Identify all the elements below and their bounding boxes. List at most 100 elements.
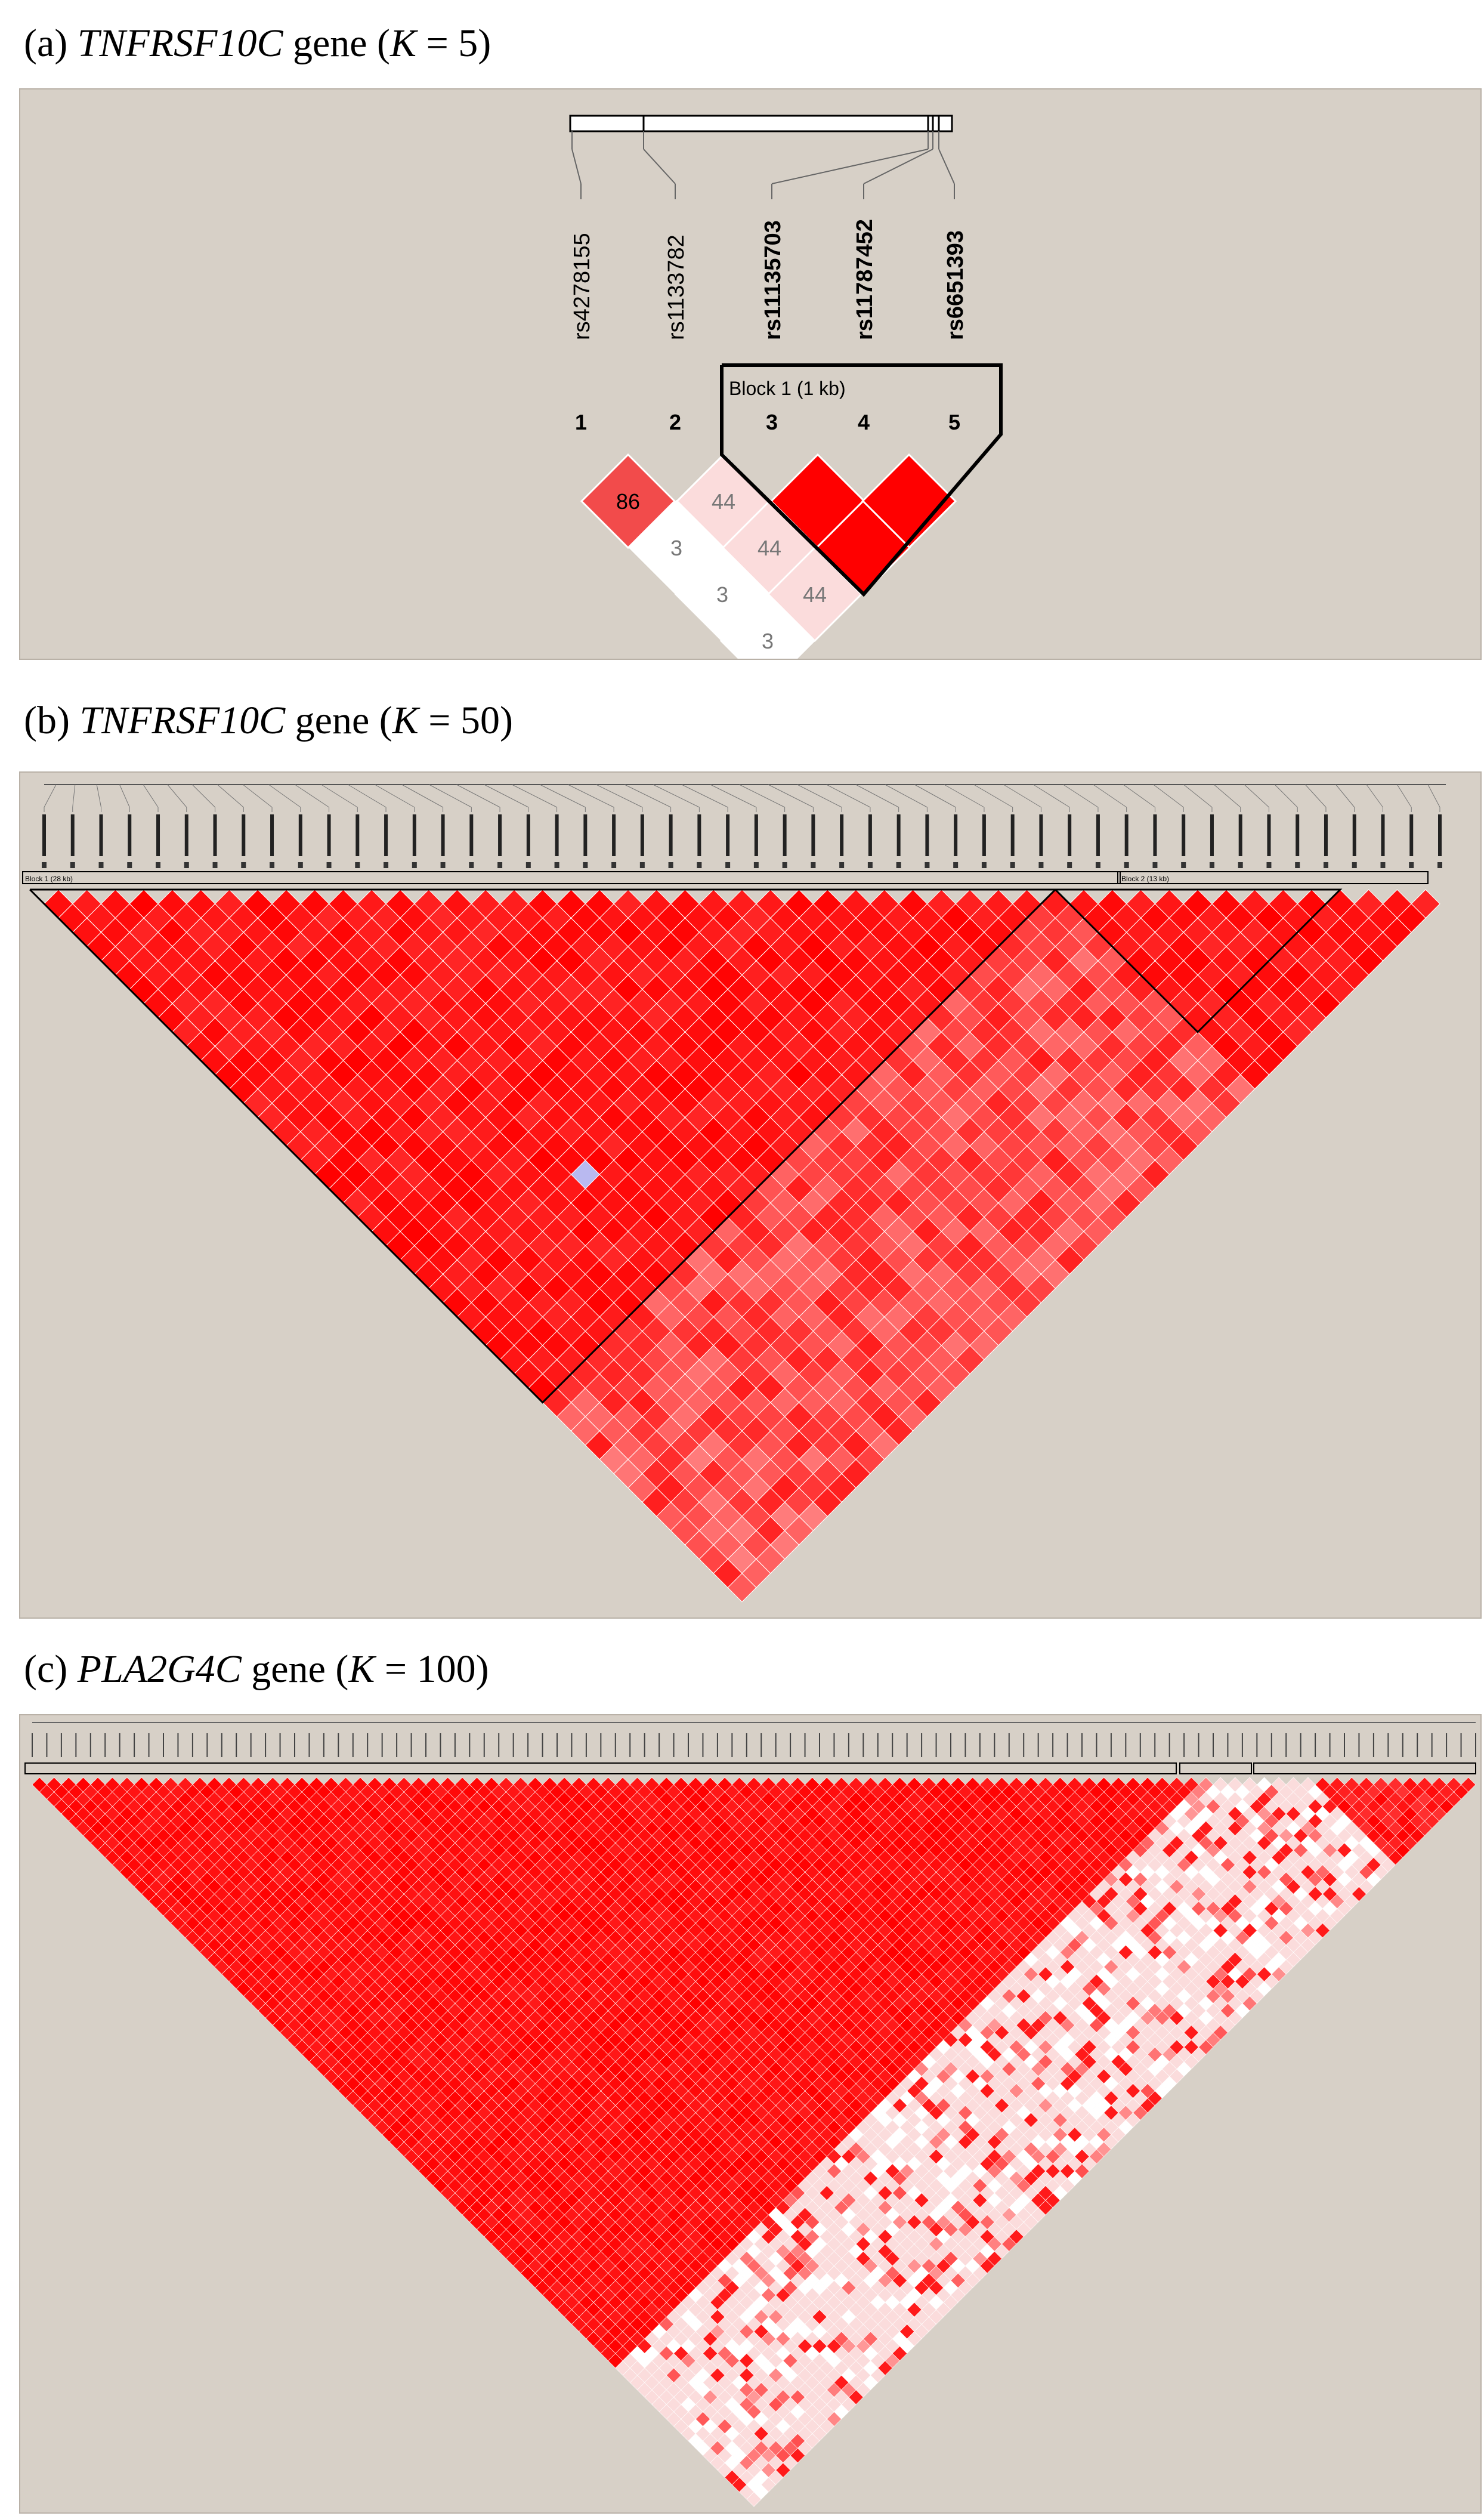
snp-index-mark bbox=[981, 862, 987, 868]
connector-line bbox=[681, 784, 728, 808]
snp-label-mark bbox=[896, 814, 901, 856]
snp-label-mark bbox=[1438, 814, 1442, 856]
snp-index-mark bbox=[839, 862, 845, 868]
connector-line bbox=[1033, 784, 1070, 808]
panel-a-caption: (a) TNFRSF10C gene (K = 5) bbox=[24, 24, 491, 63]
snp-label-mark bbox=[1182, 814, 1186, 856]
snp-index-mark bbox=[611, 862, 617, 868]
connector-line bbox=[217, 784, 244, 808]
snp-label-mark bbox=[1010, 814, 1015, 856]
connector-line bbox=[72, 784, 76, 808]
connector-line bbox=[191, 784, 215, 808]
snp-index-mark bbox=[355, 862, 360, 868]
snp-label-mark bbox=[327, 814, 331, 856]
connector-line bbox=[1003, 784, 1041, 808]
gene-name: TNFRSF10C bbox=[79, 699, 286, 742]
snp-index-mark bbox=[725, 862, 731, 868]
snp-label-mark bbox=[954, 814, 958, 856]
snp-index-mark bbox=[1124, 862, 1129, 868]
caption-suffix: = 5) bbox=[416, 21, 491, 65]
connector-line bbox=[1274, 784, 1298, 808]
snp-label-mark bbox=[242, 814, 246, 856]
connector-line bbox=[321, 784, 358, 808]
snp-label-mark bbox=[270, 814, 274, 856]
snp-index-mark bbox=[1295, 862, 1300, 868]
connector-line bbox=[96, 784, 102, 808]
snp-index-mark bbox=[212, 862, 218, 868]
snp-index-mark bbox=[1010, 862, 1015, 868]
connector-line bbox=[242, 784, 273, 808]
connector-line bbox=[1213, 784, 1241, 808]
snp-index-mark bbox=[811, 862, 816, 868]
snp-label-mark bbox=[925, 814, 929, 856]
snp-label-mark bbox=[441, 814, 445, 856]
snp-index-mark bbox=[668, 862, 673, 868]
block-header-3 bbox=[1253, 1762, 1476, 1774]
snp-label-mark bbox=[1324, 814, 1328, 856]
connector-line bbox=[863, 149, 933, 184]
ld-cell bbox=[580, 453, 676, 550]
connector-line bbox=[797, 784, 842, 808]
snp-index-mark bbox=[1380, 862, 1386, 868]
connector-line bbox=[885, 784, 928, 808]
snp-index-mark bbox=[753, 862, 759, 868]
snp-label-mark bbox=[1153, 814, 1157, 856]
connector-line bbox=[768, 784, 814, 808]
snp-index: 1 bbox=[575, 410, 587, 434]
connector-line bbox=[571, 149, 582, 184]
snp-label-mark bbox=[840, 814, 844, 856]
snp-label: rs6651393 bbox=[943, 230, 968, 340]
connector-line bbox=[1063, 784, 1099, 808]
snp-label-mark bbox=[640, 814, 644, 856]
ld-value: 3 bbox=[716, 582, 728, 607]
connector-line bbox=[1396, 784, 1412, 808]
snp-index-mark bbox=[42, 862, 47, 868]
snp-label-mark bbox=[498, 814, 502, 856]
connector-line bbox=[643, 149, 676, 184]
connector-line bbox=[484, 784, 529, 808]
snp-index-mark bbox=[156, 862, 161, 868]
connector-line bbox=[1304, 784, 1327, 808]
connector-line bbox=[295, 784, 329, 808]
snp-index-mark bbox=[412, 862, 417, 868]
panel-c-caption: (c) PLA2G4C gene (K = 100) bbox=[24, 1650, 489, 1689]
block-label: Block 1 (28 kb) bbox=[25, 875, 73, 883]
snp-index-mark bbox=[1152, 862, 1158, 868]
caption-mid: gene ( bbox=[285, 699, 392, 742]
snp-label-mark bbox=[99, 814, 103, 856]
ld-value: 86 bbox=[616, 489, 640, 514]
connector-line bbox=[826, 784, 871, 808]
snp-label: rs11135703 bbox=[760, 220, 786, 340]
caption-prefix: (a) bbox=[24, 21, 78, 65]
caption-prefix: (c) bbox=[24, 1647, 78, 1691]
ld-value: 3 bbox=[670, 536, 682, 560]
snp-index-mark bbox=[1352, 862, 1357, 868]
snp-index-mark bbox=[70, 862, 75, 868]
connector-line bbox=[944, 784, 985, 808]
block-outline bbox=[1055, 888, 1343, 1033]
connector-line bbox=[568, 784, 614, 808]
snp-label-mark bbox=[811, 814, 815, 856]
snp-label-mark bbox=[612, 814, 616, 856]
connector-line bbox=[119, 784, 130, 808]
snp-label-mark bbox=[697, 814, 701, 856]
snp-index-mark bbox=[583, 862, 588, 868]
block-header-2 bbox=[1117, 871, 1429, 884]
ld-cell bbox=[727, 1573, 757, 1603]
connector-line bbox=[401, 784, 443, 808]
ld-cell bbox=[719, 592, 816, 659]
snp-index-mark bbox=[1038, 862, 1044, 868]
snp-label-mark bbox=[156, 814, 160, 856]
snp-index-mark bbox=[1209, 862, 1214, 868]
snp-index: 2 bbox=[669, 410, 681, 434]
block-header-2 bbox=[1179, 1762, 1252, 1774]
connector-line bbox=[1123, 784, 1155, 808]
caption-suffix: = 100) bbox=[375, 1647, 489, 1691]
connector-line bbox=[855, 784, 899, 808]
snp-label-mark bbox=[526, 814, 530, 856]
connector-line bbox=[429, 784, 472, 808]
connector-line bbox=[973, 784, 1013, 808]
snp-label-mark bbox=[726, 814, 730, 856]
connector-line bbox=[348, 784, 387, 808]
connector-line bbox=[914, 784, 956, 808]
